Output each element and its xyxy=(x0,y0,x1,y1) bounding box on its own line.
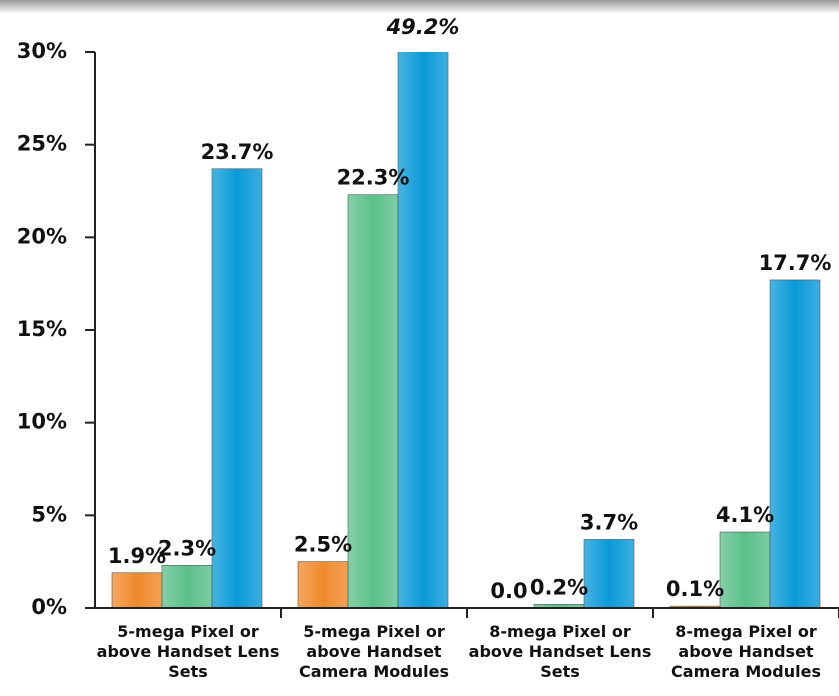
y-tick-label: 30% xyxy=(17,39,67,63)
x-tick-label: 8-mega Pixel or above Handset Camera Mod… xyxy=(671,622,821,681)
value-label: 0.0 xyxy=(490,579,527,603)
bar xyxy=(111,572,163,609)
x-tick-label: 8-mega Pixel or above Handset Lens Sets xyxy=(468,622,652,681)
x-tick-label: 5-mega Pixel or above Handset Lens Sets xyxy=(96,622,280,681)
bar xyxy=(719,531,771,609)
value-label: 2.3% xyxy=(158,536,216,560)
value-label: 3.7% xyxy=(580,510,638,534)
value-label: 49.2% xyxy=(386,15,460,39)
value-label: 1.9% xyxy=(108,544,166,568)
top-band xyxy=(0,0,839,14)
plot-area xyxy=(111,52,821,609)
bar xyxy=(211,168,263,609)
x-tick-label: 5-mega Pixel or above Handset Camera Mod… xyxy=(299,622,449,681)
value-label: 0.2% xyxy=(530,575,588,599)
value-label: 4.1% xyxy=(716,503,774,527)
bar xyxy=(769,279,821,609)
y-tick-label: 5% xyxy=(31,502,67,526)
bar xyxy=(583,539,635,609)
bar xyxy=(161,565,213,609)
y-tick-label: 10% xyxy=(17,410,67,434)
value-label: 23.7% xyxy=(201,140,274,164)
y-tick-label: 20% xyxy=(17,224,67,248)
value-label: 2.5% xyxy=(294,533,352,557)
value-label: 0.1% xyxy=(666,577,724,601)
value-label: 17.7% xyxy=(759,251,832,275)
y-tick-label: 15% xyxy=(17,317,67,341)
bar xyxy=(297,561,349,609)
y-tick-label: 25% xyxy=(17,132,67,156)
bar xyxy=(347,194,399,609)
y-tick-label: 0% xyxy=(31,595,67,619)
value-label: 22.3% xyxy=(337,166,410,190)
bar xyxy=(397,52,449,609)
